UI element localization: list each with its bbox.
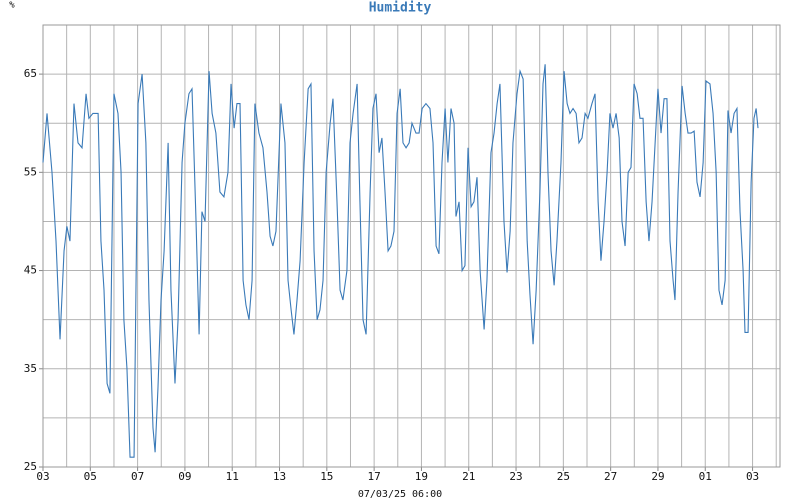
x-tick-label: 27 [604,470,617,483]
x-tick-label: 15 [320,470,333,483]
x-tick-label: 07 [131,470,144,483]
plot-frame [42,24,781,468]
y-tick-label: 55 [24,165,37,178]
x-tick-label: 13 [273,470,286,483]
y-tick-label: 65 [24,67,37,80]
x-tick-label: 19 [415,470,428,483]
x-tick-label: 01 [699,470,712,483]
x-axis-label: 07/03/25 06:00 [358,489,442,500]
y-tick-label: 45 [24,264,37,277]
y-axis-label: % [9,1,15,11]
x-tick-label: 11 [226,470,239,483]
humidity-line [42,64,759,458]
x-tick-label: 17 [368,470,381,483]
x-tick-label: 21 [462,470,475,483]
x-tick-label: 09 [178,470,191,483]
y-tick-label: 25 [24,460,37,473]
x-tick-label: 05 [84,470,97,483]
x-tick-label: 29 [651,470,664,483]
x-tick-label: 03 [36,470,49,483]
x-tick-label: 25 [557,470,570,483]
x-tick-label: 23 [509,470,522,483]
y-tick-label: 35 [24,362,37,375]
chart-title: Humidity [369,1,432,16]
x-tick-label: 03 [746,470,759,483]
